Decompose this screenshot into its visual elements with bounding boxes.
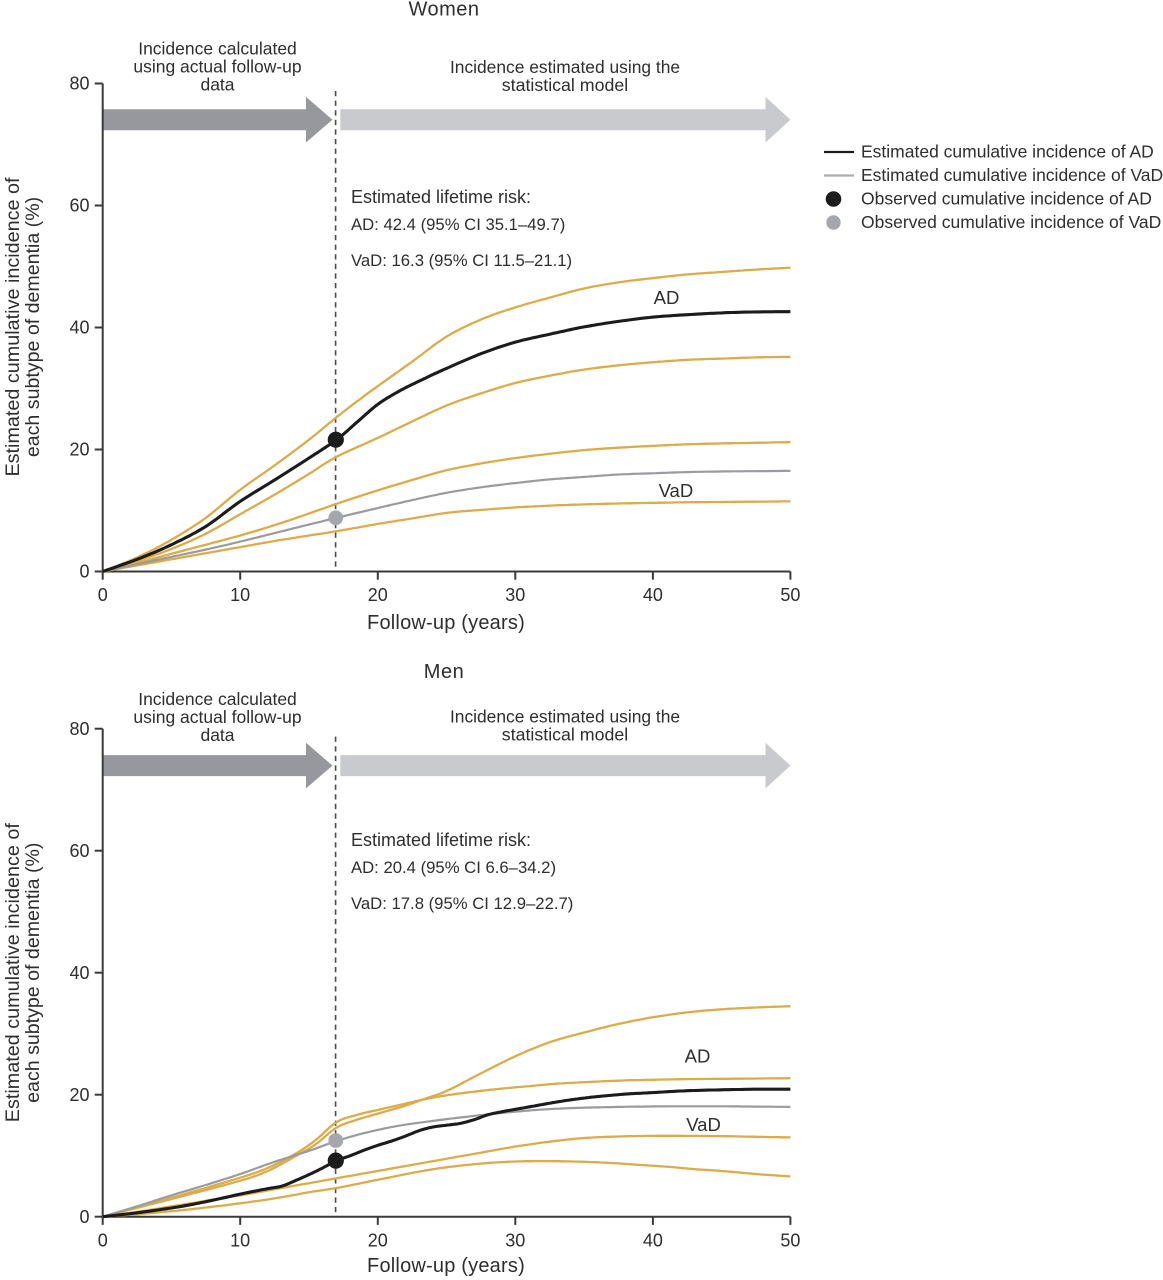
svg-text:40: 40	[69, 318, 89, 338]
svg-text:AD: 20.4 (95% CI 6.6–34.2): AD: 20.4 (95% CI 6.6–34.2)	[351, 858, 556, 877]
svg-text:AD: AD	[654, 287, 680, 308]
svg-text:AD: 42.4 (95% CI 35.1–49.7): AD: 42.4 (95% CI 35.1–49.7)	[351, 215, 565, 234]
svg-text:30: 30	[505, 585, 525, 605]
svg-text:data: data	[200, 725, 234, 745]
svg-text:Incidence estimated using the: Incidence estimated using the	[450, 57, 680, 77]
svg-text:Estimated cumulative incidence: Estimated cumulative incidence of	[2, 823, 24, 1123]
svg-text:40: 40	[643, 585, 663, 605]
svg-text:Estimated cumulative incidence: Estimated cumulative incidence of AD	[861, 142, 1154, 162]
svg-text:80: 80	[69, 74, 89, 94]
svg-text:Men: Men	[424, 661, 464, 683]
svg-text:60: 60	[69, 196, 89, 216]
svg-text:using actual follow-up: using actual follow-up	[133, 707, 301, 727]
svg-text:20: 20	[368, 1230, 388, 1250]
svg-text:each subtype of dementia (%): each subtype of dementia (%)	[22, 197, 44, 457]
svg-text:Follow-up (years): Follow-up (years)	[367, 1255, 525, 1277]
svg-text:0: 0	[98, 1230, 108, 1250]
svg-text:VaD: VaD	[659, 480, 694, 501]
svg-text:Estimated lifetime risk:: Estimated lifetime risk:	[351, 830, 531, 850]
svg-text:0: 0	[98, 585, 108, 605]
svg-text:10: 10	[230, 585, 250, 605]
svg-text:50: 50	[780, 585, 800, 605]
svg-text:20: 20	[69, 440, 89, 460]
svg-text:AD: AD	[685, 1046, 711, 1067]
svg-text:each subtype of dementia (%): each subtype of dementia (%)	[22, 843, 44, 1103]
svg-text:40: 40	[643, 1230, 663, 1250]
svg-text:60: 60	[69, 841, 89, 861]
svg-text:Follow-up (years): Follow-up (years)	[367, 612, 525, 634]
svg-text:statistical model: statistical model	[502, 75, 629, 95]
svg-text:Incidence estimated using the: Incidence estimated using the	[450, 707, 680, 727]
svg-text:Estimated lifetime risk:: Estimated lifetime risk:	[351, 187, 531, 207]
svg-text:data: data	[200, 75, 234, 95]
svg-text:Incidence calculated: Incidence calculated	[138, 39, 297, 59]
svg-text:Observed cumulative incidence: Observed cumulative incidence of VaD	[861, 212, 1161, 232]
svg-text:Estimated cumulative incidence: Estimated cumulative incidence of	[2, 177, 24, 477]
svg-text:50: 50	[780, 1230, 800, 1250]
svg-text:Women: Women	[408, 0, 479, 21]
svg-text:20: 20	[69, 1085, 89, 1105]
svg-text:0: 0	[79, 1207, 89, 1227]
svg-text:VaD: 16.3 (95% CI 11.5–21.1): VaD: 16.3 (95% CI 11.5–21.1)	[351, 251, 572, 270]
svg-text:VaD: 17.8 (95% CI 12.9–22.7): VaD: 17.8 (95% CI 12.9–22.7)	[351, 894, 573, 913]
svg-text:VaD: VaD	[686, 1114, 721, 1135]
svg-text:Incidence calculated: Incidence calculated	[138, 689, 297, 709]
svg-text:20: 20	[368, 585, 388, 605]
svg-text:10: 10	[230, 1230, 250, 1250]
svg-text:using actual follow-up: using actual follow-up	[133, 57, 301, 77]
svg-text:30: 30	[505, 1230, 525, 1250]
svg-text:40: 40	[69, 963, 89, 983]
svg-text:statistical model: statistical model	[502, 725, 629, 745]
svg-text:0: 0	[79, 562, 89, 582]
svg-text:80: 80	[69, 719, 89, 739]
svg-text:Estimated cumulative incidence: Estimated cumulative incidence of VaD	[861, 165, 1163, 185]
svg-text:Observed cumulative incidence: Observed cumulative incidence of AD	[861, 189, 1152, 209]
